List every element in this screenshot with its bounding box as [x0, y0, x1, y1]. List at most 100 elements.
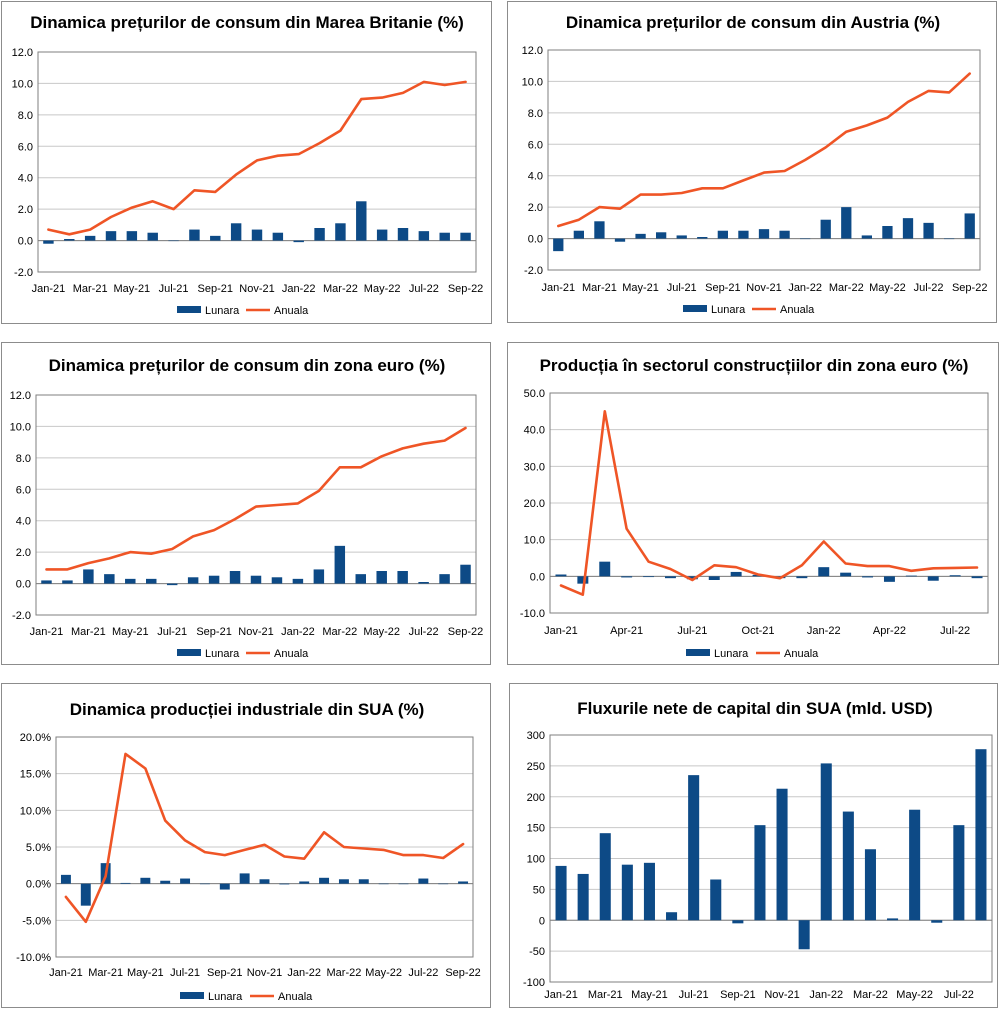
bar-may-21 [643, 862, 655, 921]
bar-mar-22 [334, 545, 346, 584]
chart-panel-usa-industrial: Dinamica producției industriale din SUA … [1, 683, 491, 1008]
bar-sep-22 [964, 213, 975, 239]
legend-label-lunara: Lunara [205, 305, 240, 317]
bar-jul-21 [168, 240, 179, 242]
bar-jun-22 [931, 920, 943, 923]
bar-feb-21 [577, 576, 589, 584]
y-tick-label: 8.0 [18, 110, 33, 122]
bar-jul-22 [953, 825, 965, 921]
bar-nov-21 [250, 575, 262, 584]
bar-jul-21 [676, 235, 687, 239]
bar-jun-21 [666, 912, 678, 921]
x-tick-label: Sep-22 [448, 283, 483, 295]
y-tick-label: 0.0 [18, 236, 33, 248]
y-tick-label: 6.0 [16, 484, 31, 496]
bar-mar-22 [841, 207, 852, 239]
bar-sep-22 [458, 881, 469, 884]
bar-aug-21 [708, 576, 720, 580]
x-tick-label: Jan-21 [544, 989, 578, 1001]
y-tick-label: 150 [527, 823, 545, 835]
x-tick-label: Nov-21 [239, 283, 274, 295]
y-tick-label: 0.0% [26, 879, 51, 891]
chart-panel-eurozone-construction: Producția în sectorul construcțiilor din… [507, 342, 999, 665]
bar-dec-21 [779, 230, 790, 239]
bar-oct-21 [239, 873, 250, 884]
bar-feb-21 [577, 873, 589, 921]
y-tick-label: 20.0 [524, 498, 545, 510]
bar-feb-22 [313, 569, 325, 584]
bar-nov-21 [259, 879, 270, 884]
bar-jun-21 [160, 880, 171, 884]
bar-nov-21 [758, 229, 770, 239]
y-tick-label: 100 [527, 854, 545, 866]
x-tick-label: Mar-22 [323, 283, 358, 295]
bar-apr-21 [621, 864, 633, 921]
x-tick-label: Nov-21 [764, 989, 799, 1001]
bar-feb-22 [840, 572, 852, 577]
x-tick-label: Apr-22 [873, 625, 906, 637]
x-tick-label: Sep-21 [705, 282, 740, 294]
x-tick-label: Jan-21 [544, 625, 578, 637]
line-series-anuala [64, 752, 465, 924]
legend-label-lunara: Lunara [205, 648, 240, 660]
bar-aug-22 [439, 574, 450, 584]
bar-jul-22 [923, 222, 934, 239]
y-tick-label: 15.0% [20, 769, 51, 781]
bar-dec-21 [272, 232, 284, 241]
x-tick-label: May-21 [631, 989, 668, 1001]
y-tick-label: 40.0 [524, 425, 545, 437]
plot-area [37, 51, 477, 273]
line-series-anuala [559, 410, 979, 596]
chart-svg-eurozone-construction: Producția în sectorul construcțiilor din… [520, 356, 989, 660]
x-tick-label: Sep-21 [196, 626, 231, 638]
legend-swatch-lunara [180, 992, 204, 999]
bar-jan-22 [299, 881, 310, 884]
y-tick-label: 0 [539, 915, 545, 927]
legend-swatch-lunara [177, 649, 201, 656]
x-tick-label: Sep-22 [448, 626, 483, 638]
bar-feb-22 [842, 811, 854, 921]
y-tick-label: 200 [527, 792, 545, 804]
bar-sep-22 [460, 232, 471, 241]
bar-jun-22 [902, 218, 914, 239]
x-tick-label: Mar-21 [71, 626, 106, 638]
x-tick-label: Jan-22 [287, 967, 321, 979]
bar-apr-22 [887, 918, 899, 921]
x-tick-label: Jan-21 [49, 967, 83, 979]
legend-swatch-lunara [177, 306, 201, 313]
bar-apr-21 [120, 882, 131, 884]
legend-label-lunara: Lunara [714, 648, 749, 660]
bar-apr-21 [621, 576, 633, 578]
bar-jul-22 [418, 231, 430, 241]
x-tick-label: May-21 [114, 283, 151, 295]
y-tick-label: 50 [533, 884, 545, 896]
y-tick-label: -2.0 [524, 265, 543, 277]
legend-label-anuala: Anuala [274, 648, 309, 660]
bar-aug-22 [971, 576, 983, 579]
bar-jan-22 [820, 763, 832, 921]
y-tick-label: 5.0% [26, 842, 51, 854]
bar-oct-21 [738, 230, 749, 239]
bar-jun-21 [147, 232, 158, 241]
bar-apr-21 [105, 231, 117, 241]
bar-may-22 [909, 809, 921, 921]
y-tick-label: -50 [529, 946, 545, 958]
legend-label-anuala: Anuala [274, 305, 309, 317]
chart-title: Dinamica producției industriale din SUA … [70, 700, 425, 719]
y-tick-label: 2.0 [528, 202, 543, 214]
bar-jan-21 [555, 574, 567, 577]
bar-feb-22 [314, 228, 325, 241]
bar-dec-21 [271, 577, 283, 584]
x-tick-label: Mar-21 [588, 989, 623, 1001]
x-tick-label: Mar-22 [322, 626, 357, 638]
bar-jul-21 [166, 583, 178, 586]
bar-dec-21 [279, 883, 290, 885]
plot-area [55, 736, 474, 958]
bar-mar-22 [335, 223, 346, 241]
x-tick-label: Jan-21 [32, 283, 66, 295]
x-tick-label: Mar-22 [853, 989, 888, 1001]
y-tick-label: 8.0 [16, 453, 31, 465]
y-tick-label: -5.0% [22, 915, 51, 927]
bar-mar-22 [862, 576, 874, 578]
plot-area [549, 734, 993, 983]
